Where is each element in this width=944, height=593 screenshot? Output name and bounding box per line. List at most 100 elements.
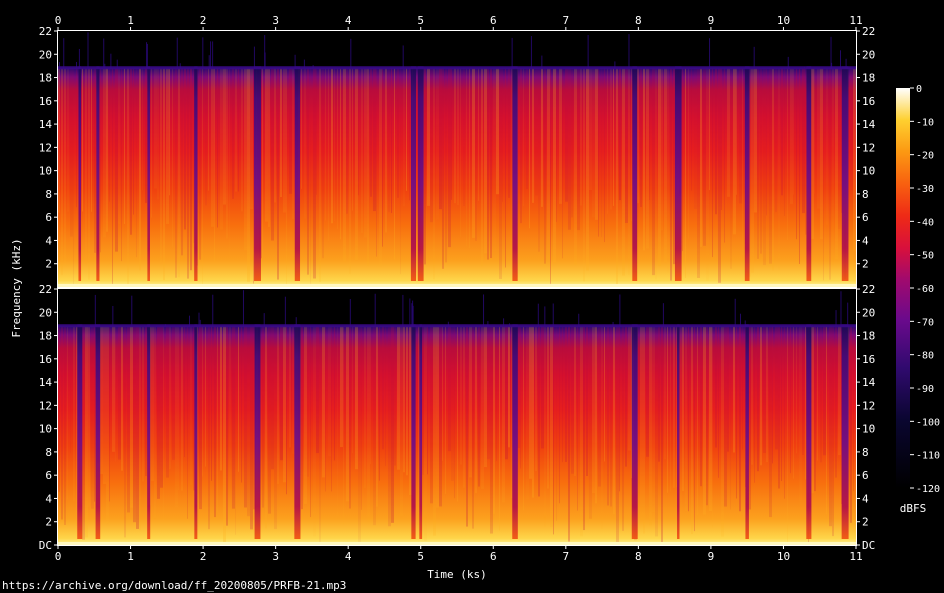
texture-stripe [331,326,332,492]
low-energy-gap [194,66,198,282]
texture-stripe [325,326,326,492]
texture-stripe [142,68,143,191]
y-tick-label: 4 [862,234,869,247]
texture-stripe [811,326,814,494]
texture-stripe [400,326,403,517]
y-tick-label: DC [862,539,875,552]
x-tick-label: 9 [708,550,715,563]
low-energy-gap [411,324,416,539]
y-tick-label: 22 [39,25,52,38]
low-energy-gap [512,324,518,539]
y-tick-label: 16 [862,353,875,366]
texture-stripe [211,68,214,227]
texture-stripe [574,68,577,266]
y-tick-label: 18 [862,72,875,85]
texture-stripe [460,68,461,237]
colorbar-tick-label: -60 [916,284,934,295]
texture-stripe [799,326,802,506]
texture-stripe [328,68,329,241]
texture-stripe [247,326,250,517]
texture-stripe [751,326,753,465]
texture-stripe [721,326,724,537]
y-tick-label: 18 [39,330,52,343]
texture-stripe [550,326,553,527]
texture-stripe [568,68,571,230]
texture-stripe [547,326,549,489]
texture-stripe [484,326,487,468]
texture-stripe [346,326,349,502]
texture-stripe [736,68,737,195]
x-tick-label: 7 [563,550,570,563]
x-axis-label: Time (ks) [427,568,487,581]
texture-stripe [523,68,524,207]
energy-band [58,68,856,288]
texture-stripe [571,68,573,218]
texture-stripe [757,326,759,472]
texture-stripe [661,326,663,543]
x-tick-label: 4 [345,14,352,27]
texture-stripe [109,326,110,502]
texture-stripe [592,326,595,494]
texture-stripe [733,326,735,453]
texture-stripe [718,326,719,478]
x-tick-label: 2 [200,14,207,27]
texture-stripe [640,68,642,207]
texture-stripe [799,68,800,265]
texture-stripe [430,68,433,223]
y-tick-label: 14 [862,376,876,389]
texture-stripe [280,326,283,461]
texture-stripe [376,68,377,257]
texture-stripe [658,68,661,266]
texture-stripe [724,68,725,243]
low-energy-gap [744,66,750,282]
texture-stripe [556,326,557,521]
texture-stripe [286,326,287,495]
colorbar-tick-label: -110 [916,451,940,462]
texture-stripes [58,68,856,287]
texture-stripe [820,68,823,240]
texture-stripe [586,68,589,271]
low-energy-gap [419,324,423,539]
x-tick-label: 5 [417,14,424,27]
texture-stripe [457,326,458,502]
texture-stripe [727,68,730,197]
texture-stripe [166,326,169,478]
texture-stripe [649,68,650,201]
texture-stripe [340,326,343,448]
y-tick-label: 20 [39,306,52,319]
texture-stripe [154,326,156,519]
x-tick-label: 5 [417,550,424,563]
x-tick-label: 8 [635,550,642,563]
texture-stripe [781,326,782,482]
texture-stripe [553,326,554,535]
colorbar-tick-label: -100 [916,417,940,428]
texture-stripe [484,68,487,254]
texture-stripe [727,326,729,452]
texture-stripe [445,326,446,494]
texture-stripe [619,326,620,492]
low-energy-gap [745,324,749,539]
texture-stripe [94,68,96,253]
texture-stripe [181,326,183,491]
texture-stripe [469,68,470,248]
texture-stripe [643,326,645,534]
texture-stripe [292,326,294,454]
low-energy-gap [410,66,417,282]
texture-stripe [340,68,341,240]
texture-stripe [253,326,256,510]
texture-stripe [622,68,625,276]
texture-stripe [373,68,376,212]
texture-stripe [673,68,676,265]
texture-stripe [394,326,396,466]
texture-stripe [391,326,394,523]
texture-stripe [223,68,226,205]
texture-stripe [304,68,306,219]
texture-stripe [631,68,632,222]
x-tick-label: 2 [200,550,207,563]
y-tick-label: 10 [862,165,875,178]
colorbar-tick-label: -50 [916,251,934,262]
texture-stripe [349,326,351,509]
texture-stripe [460,326,462,465]
texture-stripe [334,68,335,221]
texture-stripe [322,68,324,259]
